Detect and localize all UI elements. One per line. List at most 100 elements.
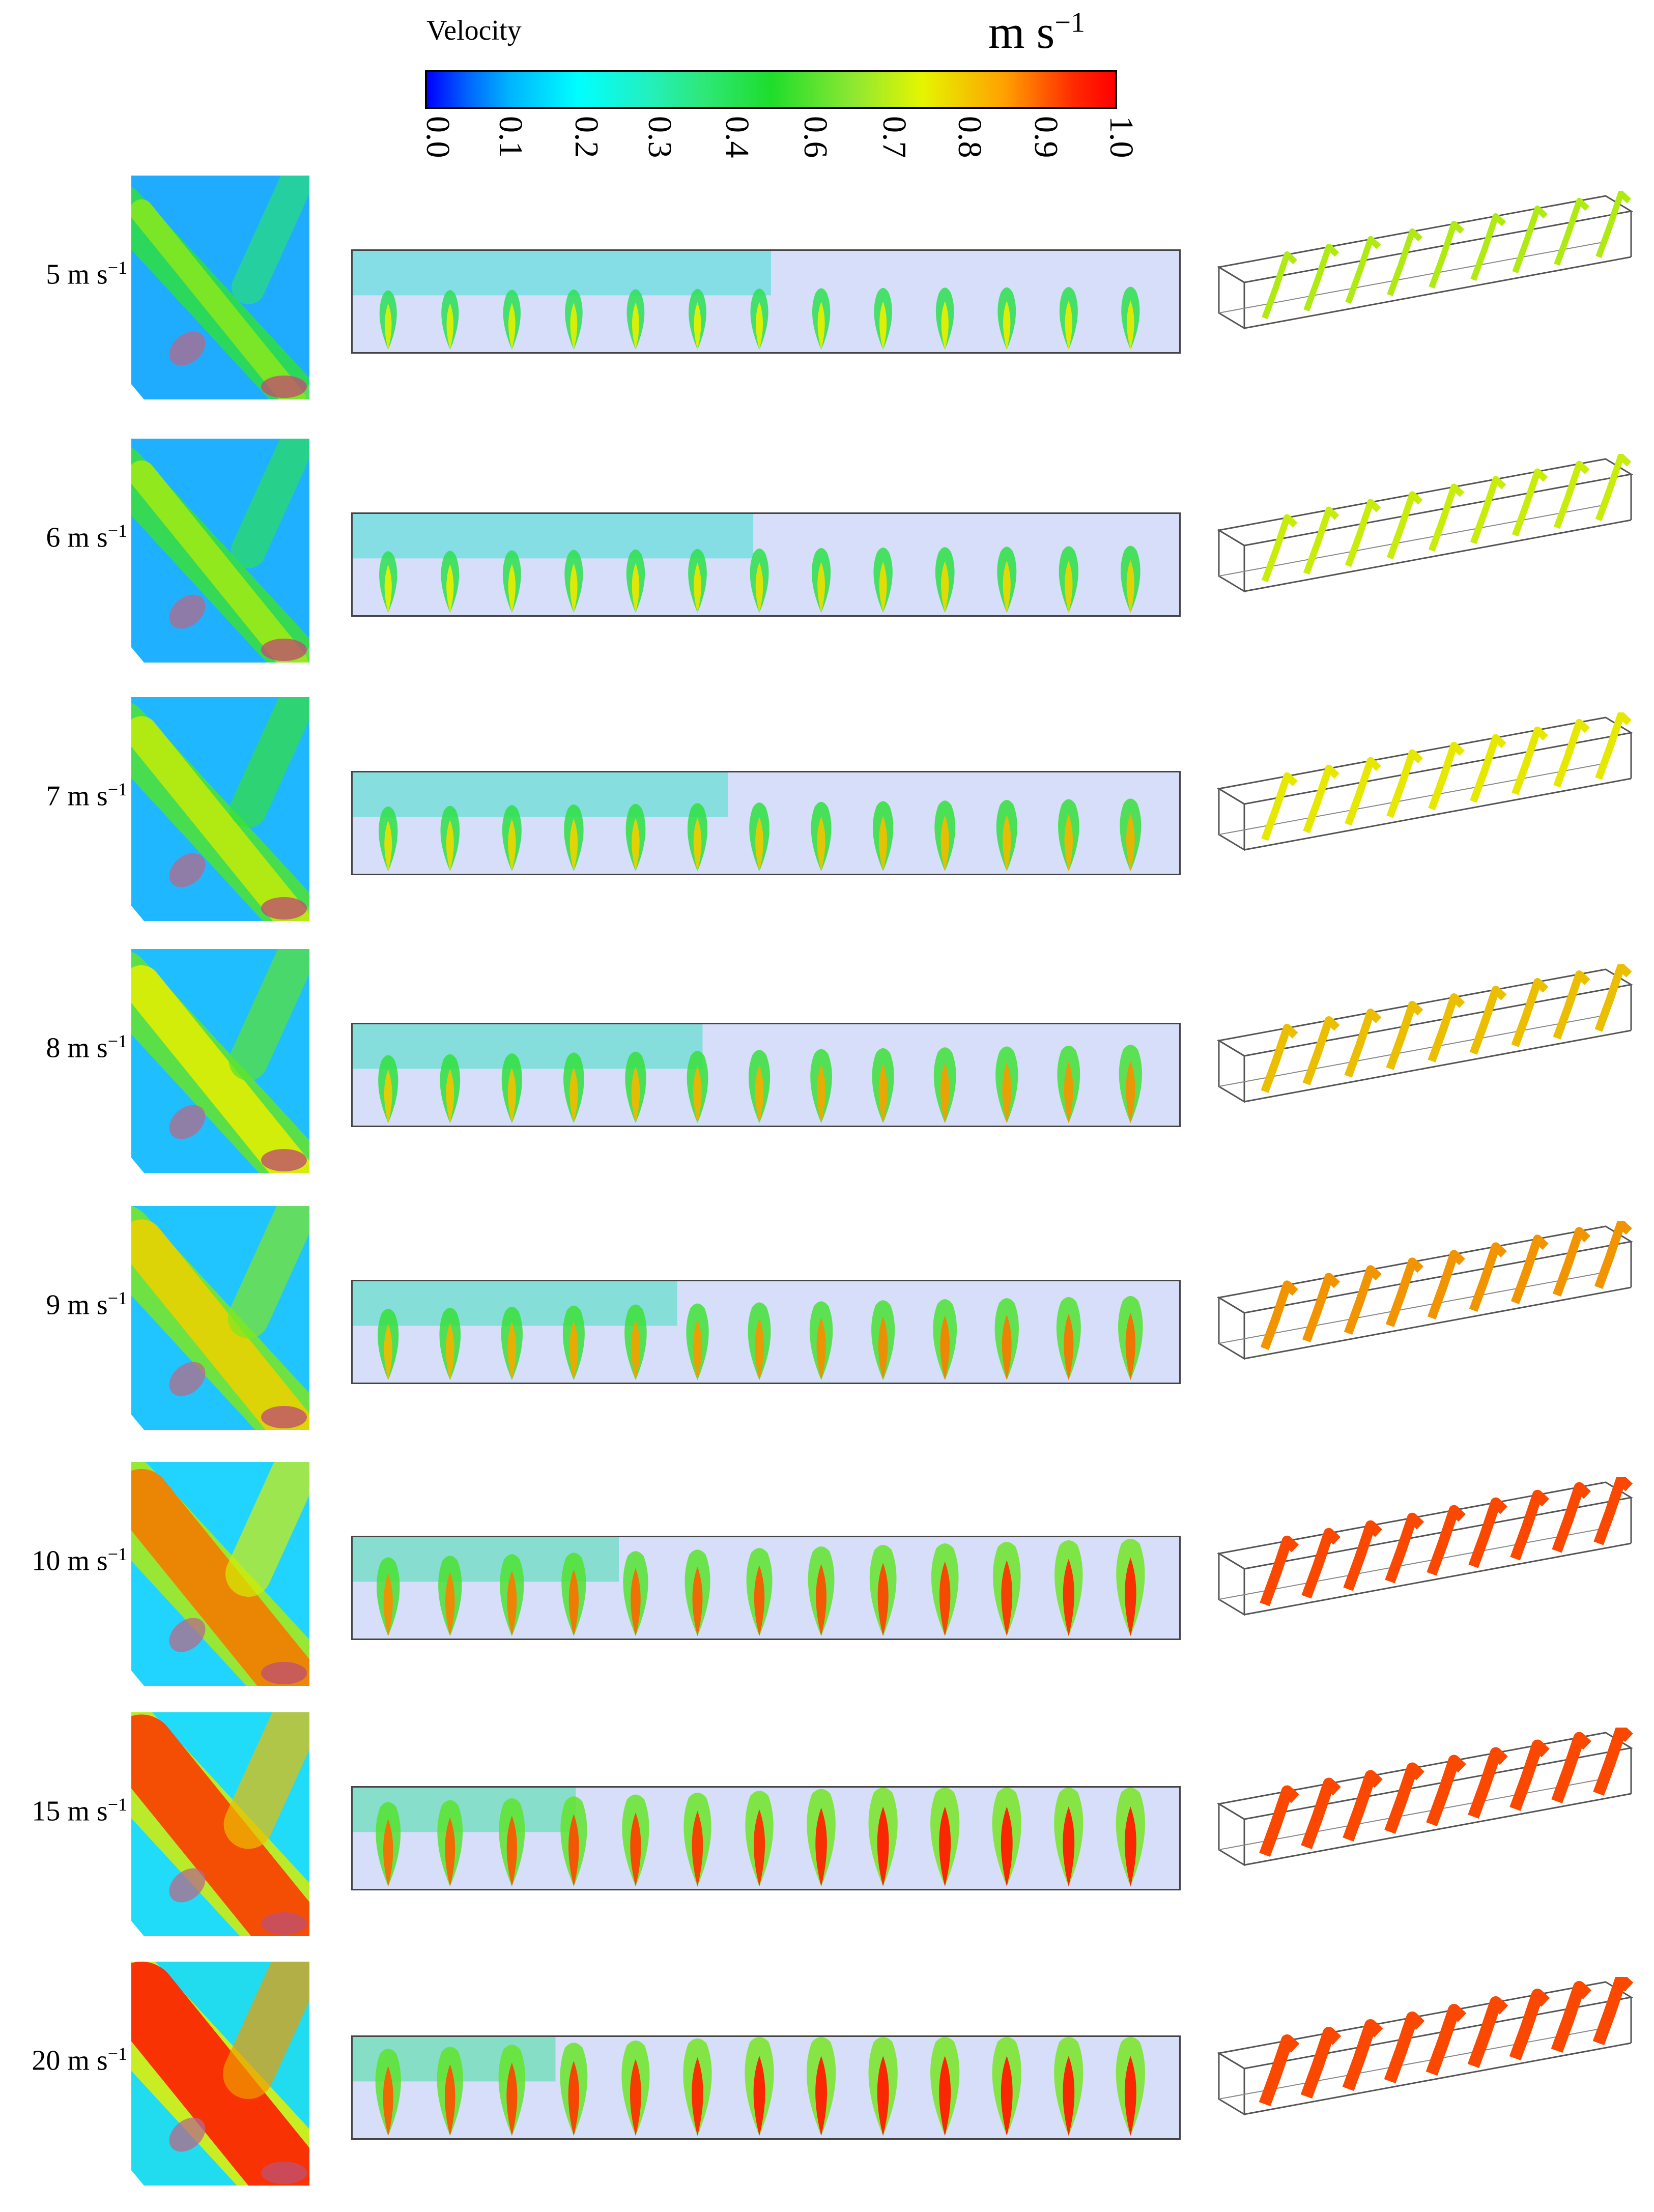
jet-core [940, 815, 949, 872]
jet-zigzag [1428, 483, 1465, 552]
jet-core [445, 1817, 455, 1887]
row-label-exp: −1 [107, 521, 127, 541]
row-label-exp: −1 [107, 257, 127, 278]
jet-zigzag [1592, 1977, 1634, 2046]
jet-zigzag [1384, 2012, 1425, 2084]
jet-zigzag [1301, 1528, 1341, 1599]
jet-zigzag [1345, 757, 1381, 826]
colorbar-unit: m s−1 [988, 5, 1085, 59]
jet-zigzag [1342, 2019, 1383, 2091]
jet-core [1064, 814, 1073, 872]
jet-zigzag [1552, 1227, 1590, 1297]
jet-zigzag [1469, 1242, 1507, 1312]
jet-core [1003, 815, 1011, 872]
jet-zigzag [1384, 1762, 1424, 1834]
cross-section-panel [131, 697, 309, 921]
jet-core [384, 1324, 392, 1381]
jet-core [692, 2057, 703, 2136]
jet-core [446, 1069, 454, 1124]
jet-core [384, 564, 392, 613]
jet-core [755, 1065, 764, 1124]
jet-zigzag [1386, 1001, 1423, 1070]
colorbar-tick-label: 0.8 [951, 116, 988, 158]
colorbar-title: Velocity [426, 15, 522, 46]
row-label-exp: −1 [107, 1794, 127, 1815]
side-view-panel [351, 512, 1181, 617]
jet-core [569, 1320, 578, 1381]
jet-core [877, 2056, 889, 2136]
jet-zigzag [1302, 1273, 1340, 1342]
cross-section-panel [131, 1962, 309, 2186]
jet-core [694, 302, 701, 350]
jet-zigzag [1551, 1981, 1592, 2053]
jet-zigzag [1595, 454, 1632, 522]
jet-core [630, 2059, 641, 2136]
side-view-panel [351, 1023, 1181, 1127]
jet-zigzag [1343, 1520, 1383, 1591]
jet-core [445, 1323, 454, 1381]
jet-zigzag [1261, 772, 1298, 841]
three-d-view-panel [1214, 1977, 1641, 2124]
cross-section-panel [131, 439, 309, 663]
jet-core [753, 1809, 765, 1887]
jet-zigzag [1594, 1221, 1632, 1289]
jet-core [569, 1067, 578, 1124]
jet-core [1063, 1559, 1074, 1636]
row-label: 20 m s−1 [0, 2043, 127, 2077]
jet-core [879, 561, 887, 613]
jet-core [753, 2056, 765, 2136]
jet-core [445, 1572, 455, 1636]
jet-core [383, 1573, 393, 1636]
jet-core [1001, 2056, 1013, 2136]
jet-zigzag [1262, 251, 1298, 320]
row-label-text: 9 m s [46, 1289, 108, 1321]
jet-zigzag [1551, 1732, 1591, 1803]
jet-core [384, 820, 392, 872]
row-label: 15 m s−1 [0, 1794, 127, 1828]
jet-zigzag [1303, 506, 1339, 575]
jet-core [816, 1564, 826, 1636]
jet-zigzag [1553, 970, 1590, 1040]
jet-core [1063, 1806, 1075, 1887]
jet-core [940, 1062, 950, 1124]
row-label-text: 15 m s [32, 1795, 108, 1827]
jet-core [817, 1064, 826, 1124]
jet-zigzag [1552, 1482, 1591, 1553]
row-label: 6 m s−1 [0, 520, 127, 554]
jet-core [630, 1812, 641, 1887]
row-label: 10 m s−1 [0, 1543, 127, 1577]
row-label-text: 5 m s [46, 258, 108, 291]
jet-core [507, 1570, 517, 1636]
jet-zigzag [1512, 205, 1548, 274]
row-label-text: 20 m s [32, 2045, 108, 2077]
three-d-view-panel [1214, 1477, 1641, 1625]
colorbar [425, 70, 1117, 109]
jet-core [1001, 1806, 1013, 1887]
jet-core [568, 2060, 580, 2136]
colorbar-tick-label: 1.0 [1103, 116, 1140, 158]
row-label: 7 m s−1 [0, 779, 127, 813]
jet-core [1002, 1062, 1012, 1124]
row-label-text: 8 m s [46, 1032, 108, 1064]
jet-core [446, 564, 454, 613]
jet-core [568, 1569, 579, 1636]
jet-core [879, 816, 888, 872]
jet-zigzag [1470, 734, 1506, 803]
jet-core [384, 303, 392, 350]
jet-core [817, 562, 825, 613]
jet-core [1065, 300, 1073, 350]
jet-core [694, 562, 701, 613]
jet-zigzag [1385, 1512, 1424, 1584]
row-label-exp: −1 [107, 1288, 127, 1308]
jet-core [692, 1566, 703, 1636]
cross-section-panel [131, 176, 309, 399]
jet-zigzag [1469, 986, 1507, 1055]
jet-core [816, 1317, 826, 1381]
jet-zigzag [1345, 499, 1381, 567]
jet-zigzag [1595, 712, 1632, 780]
side-view-panel [351, 771, 1181, 875]
jet-core [1065, 560, 1073, 613]
three-d-view-panel [1214, 454, 1641, 601]
jet-zigzag [1387, 228, 1423, 297]
jet-core [383, 1819, 393, 1887]
